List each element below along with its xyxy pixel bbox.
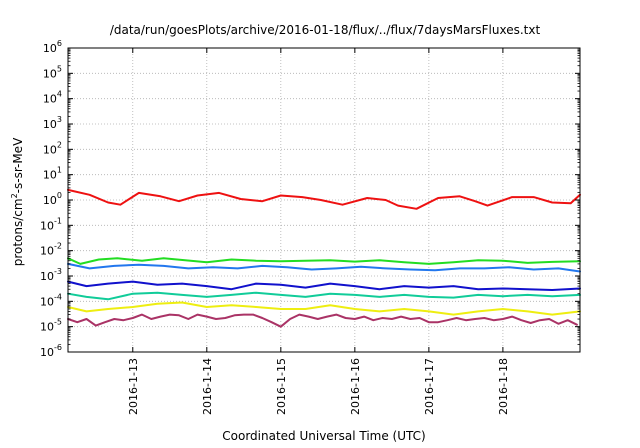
x-tick-label: 2016-1-17 [423,358,436,415]
x-tick-label: 2016-1-18 [497,358,510,415]
series-lines [67,188,581,328]
x-tick-label: 2016-1-15 [275,358,288,415]
y-tick-labels: 10-6 10-5 10-4 10-3 10-2 10-1 100 101 102 103 104 1… [40,39,62,359]
series-line-6 [67,301,581,316]
y-tick-label: 104 [43,90,62,106]
y-axis-label: protons/cm2-s-sr-MeV [10,137,25,266]
y-axis-label-rest: -s-sr-MeV [11,137,25,193]
y-tick-label: 106 [43,39,62,55]
series-line-4 [67,280,581,291]
x-tick-labels: 2016-1-13 2016-1-14 2016-1-15 2016-1-16 2016… [127,358,510,415]
series-line-3 [67,262,581,273]
grid [68,48,580,352]
axis-ticks [68,47,580,353]
x-tick-label: 2016-1-16 [349,358,362,415]
y-tick-label: 105 [43,64,62,80]
x-tick-label: 2016-1-14 [201,358,214,415]
y-tick-label: 10-2 [40,242,62,258]
series-line-1 [67,188,581,210]
chart-title: /data/run/goesPlots/archive/2016-01-18/f… [110,23,541,37]
series-line-2 [67,257,581,265]
y-axis-label-sup: 2 [10,193,19,198]
y-tick-label: 10-6 [40,343,62,359]
x-axis-label: Coordinated Universal Time (UTC) [222,429,425,443]
y-tick-label: 10-4 [40,292,62,308]
y-tick-label: 101 [43,166,62,182]
series-line-5 [67,291,581,301]
series-line-7 [67,313,578,328]
y-tick-label: 10-3 [40,267,62,283]
y-axis-label-base: protons/cm [11,198,25,266]
y-tick-label: 100 [43,191,62,207]
y-tick-label: 10-1 [40,216,62,232]
y-tick-label: 10-5 [40,318,62,334]
y-tick-label: 102 [43,140,62,156]
y-tick-label: 103 [43,115,62,131]
x-tick-label: 2016-1-13 [127,358,140,415]
